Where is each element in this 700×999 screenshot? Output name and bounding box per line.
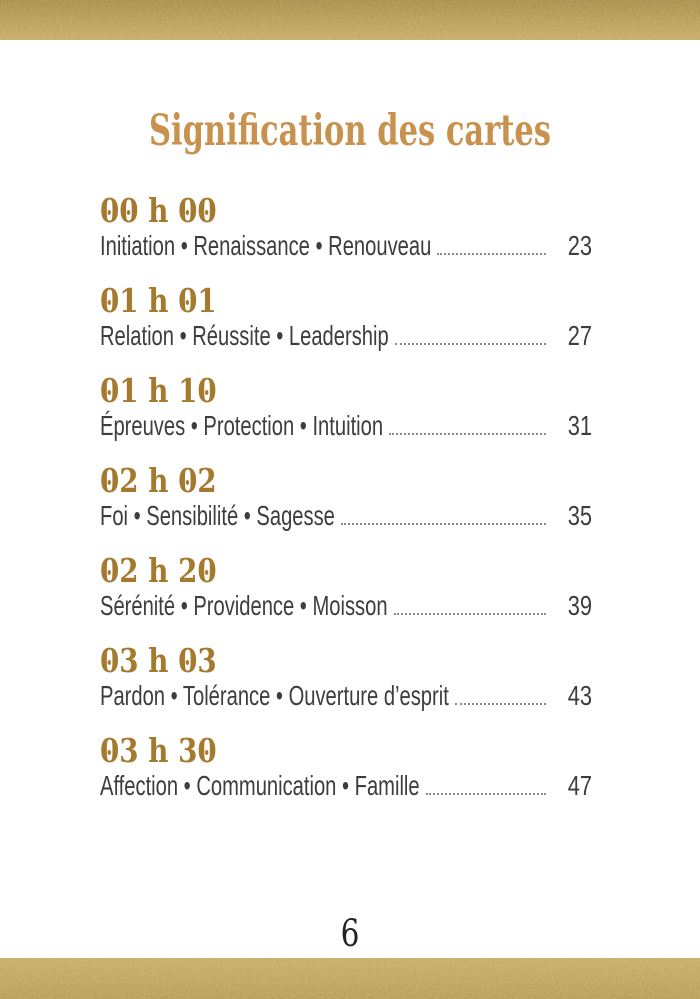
toc-entry: 01 h 10 Épreuves • Protection • Intuitio…	[100, 374, 592, 441]
entry-page-number: 39	[567, 590, 592, 621]
page-number: 6	[340, 912, 360, 955]
entry-page-number: 27	[567, 320, 592, 351]
entry-keywords: Pardon • Tolérance • Ouverture d’esprit	[100, 680, 449, 711]
dotted-leader	[393, 613, 546, 615]
toc-entry: 00 h 00 Initiation • Renaissance • Renou…	[100, 194, 592, 261]
entry-page-number: 43	[567, 680, 592, 711]
dotted-leader	[425, 793, 546, 795]
gold-border-top	[0, 0, 700, 40]
entry-time: 00 h 00	[100, 191, 217, 230]
dotted-leader	[394, 343, 546, 345]
toc-entry: 03 h 03 Pardon • Tolérance • Ouverture d…	[100, 644, 592, 711]
entry-time: 02 h 20	[100, 551, 217, 590]
entry-keywords: Foi • Sensibilité • Sagesse	[100, 500, 335, 531]
entry-keywords: Initiation • Renaissance • Renouveau	[100, 230, 432, 261]
entry-row: Relation • Réussite • Leadership 27	[100, 321, 592, 351]
dotted-leader	[437, 253, 546, 255]
entry-time: 03 h 30	[100, 731, 217, 770]
entry-page-number: 31	[567, 410, 592, 441]
entry-row: Affection • Communication • Famille 47	[100, 771, 592, 801]
gold-texture-bottom	[0, 958, 700, 999]
entry-row: Sérénité • Providence • Moisson 39	[100, 591, 592, 621]
toc-entry: 03 h 30 Affection • Communication • Fami…	[100, 734, 592, 801]
entry-row: Épreuves • Protection • Intuition 31	[100, 411, 592, 441]
entry-row: Initiation • Renaissance • Renouveau 23	[100, 231, 592, 261]
dotted-leader	[389, 433, 546, 435]
entry-time: 02 h 02	[100, 461, 217, 500]
entry-keywords: Épreuves • Protection • Intuition	[100, 410, 384, 441]
toc-entry: 01 h 01 Relation • Réussite • Leadership…	[100, 284, 592, 351]
dotted-leader	[340, 523, 546, 525]
toc-list: 00 h 00 Initiation • Renaissance • Renou…	[100, 194, 592, 801]
entry-page-number: 23	[567, 230, 592, 261]
entry-keywords: Affection • Communication • Famille	[100, 770, 420, 801]
dotted-leader	[454, 703, 546, 705]
entry-keywords: Relation • Réussite • Leadership	[100, 320, 389, 351]
entry-time: 01 h 01	[100, 281, 217, 320]
toc-entry: 02 h 20 Sérénité • Providence • Moisson …	[100, 554, 592, 621]
entry-page-number: 35	[567, 500, 592, 531]
entry-page-number: 47	[567, 770, 592, 801]
entry-row: Foi • Sensibilité • Sagesse 35	[100, 501, 592, 531]
entry-keywords: Sérénité • Providence • Moisson	[100, 590, 388, 621]
entry-row: Pardon • Tolérance • Ouverture d’esprit …	[100, 681, 592, 711]
gold-border-bottom	[0, 958, 700, 999]
gold-texture-top	[0, 0, 700, 40]
entry-time: 01 h 10	[100, 371, 217, 410]
page-title: Signification des cartes	[148, 106, 551, 156]
page-content: Signification des cartes 00 h 00 Initiat…	[0, 40, 700, 824]
toc-entry: 02 h 02 Foi • Sensibilité • Sagesse 35	[100, 464, 592, 531]
entry-time: 03 h 03	[100, 641, 217, 680]
